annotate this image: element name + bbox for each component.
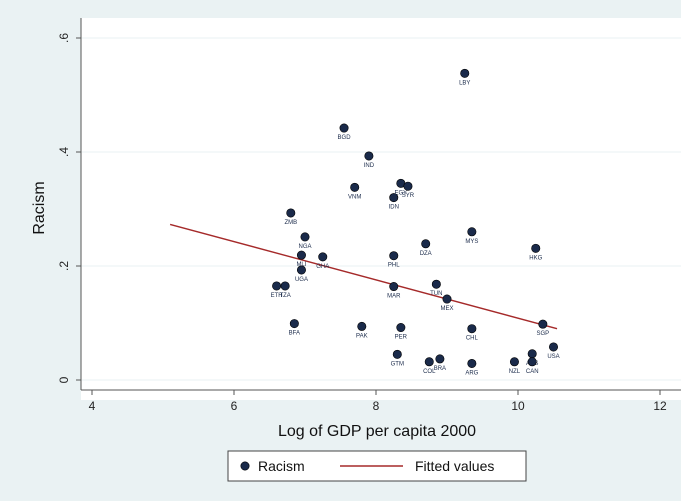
data-point	[296, 265, 306, 275]
x-tick-label: 10	[511, 399, 525, 413]
x-axis-title: Log of GDP per capita 2000	[278, 423, 476, 440]
y-tick-label: .4	[57, 147, 71, 157]
data-point	[392, 349, 402, 359]
data-point-label: ZMB	[284, 220, 297, 226]
data-point	[435, 354, 445, 364]
data-point-label: PAK	[356, 333, 368, 339]
fitted-line-layer	[169, 223, 558, 330]
data-point-label: BFA	[289, 331, 300, 337]
data-point	[442, 294, 452, 304]
data-point-label: TUN	[430, 291, 442, 297]
data-point	[431, 279, 441, 289]
data-point-label: PHL	[388, 263, 400, 269]
x-tick-label: 12	[653, 399, 667, 413]
data-point-label: ETH	[271, 293, 283, 299]
fitted-values-line	[169, 223, 558, 330]
data-point-label: PER	[395, 335, 408, 341]
data-point	[289, 319, 299, 329]
data-point	[350, 182, 360, 192]
data-point-label: BRA	[434, 366, 446, 372]
data-point	[467, 227, 477, 237]
data-point-label: NZL	[509, 369, 521, 375]
data-point	[403, 181, 413, 191]
legend: Racism Fitted values	[227, 450, 527, 482]
data-point	[527, 349, 537, 359]
y-axis-title: Racism	[31, 181, 48, 234]
data-point	[424, 357, 434, 367]
data-point	[531, 243, 541, 253]
y-tick-label: 0	[57, 376, 71, 383]
data-point	[339, 123, 349, 133]
data-point	[460, 68, 470, 78]
data-point	[296, 250, 306, 260]
data-point	[467, 324, 477, 334]
data-point-label: HKG	[529, 255, 542, 261]
data-point	[364, 151, 374, 161]
x-tick-label: 8	[373, 399, 380, 413]
data-point-label: MAR	[387, 294, 401, 300]
legend-marker-racism	[240, 461, 250, 471]
data-point-label: MLI	[296, 262, 306, 268]
data-point	[318, 252, 328, 262]
data-point-label: COL	[423, 369, 436, 375]
data-point-label: IND	[364, 163, 375, 169]
axis-ticks: 0 .2 .4 .6 4 6 8 10 12	[57, 33, 667, 413]
data-point-label: VNM	[348, 194, 361, 200]
data-point	[527, 357, 537, 367]
data-point	[272, 281, 282, 291]
data-point-label: DZA	[420, 251, 432, 257]
data-point-label: BGD	[338, 135, 352, 141]
data-point	[389, 282, 399, 292]
data-point-label: LBY	[459, 80, 470, 86]
data-point	[389, 251, 399, 261]
data-point-label: IDN	[389, 205, 399, 211]
data-point-label: UGA	[295, 277, 308, 283]
data-point-label: GHA	[316, 264, 329, 270]
data-point-label: MEX	[440, 306, 453, 312]
data-point-label: TZA	[279, 293, 290, 299]
data-point-label: USA	[547, 354, 559, 360]
y-tick-label: .6	[57, 33, 71, 43]
grid-lines	[81, 37, 681, 381]
data-point	[538, 319, 548, 329]
data-point	[280, 281, 290, 291]
data-point-label: ARG	[465, 370, 478, 376]
data-point	[467, 358, 477, 368]
data-point-label: EGY	[395, 190, 408, 196]
data-point-label: SYR	[402, 193, 415, 199]
data-point-label: MYS	[465, 239, 478, 245]
data-point	[421, 239, 431, 249]
data-point-label: SGP	[537, 331, 550, 337]
data-point	[548, 342, 558, 352]
x-tick-label: 6	[231, 399, 238, 413]
data-point-label: NGA	[298, 244, 311, 250]
data-point	[300, 232, 310, 242]
data-point-label: CAN	[526, 369, 539, 375]
x-tick-label: 4	[89, 399, 96, 413]
data-point	[389, 193, 399, 203]
data-point-label: GTM	[391, 361, 404, 367]
y-tick-label: .2	[57, 261, 71, 271]
plot-area	[81, 18, 681, 400]
data-point	[357, 321, 367, 331]
legend-label-racism: Racism	[258, 458, 305, 474]
data-point	[286, 208, 296, 218]
data-point	[396, 323, 406, 333]
data-point-label: CHL	[466, 336, 479, 342]
data-point	[509, 357, 519, 367]
legend-label-fitted: Fitted values	[415, 458, 494, 474]
